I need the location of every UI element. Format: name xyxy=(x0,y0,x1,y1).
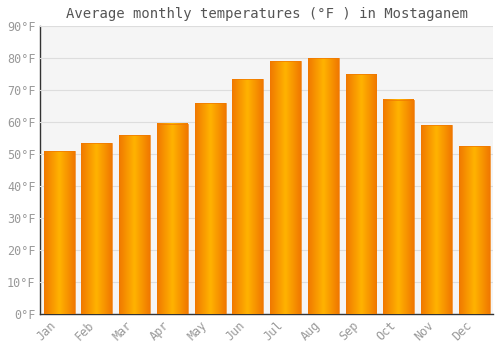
Bar xyxy=(82,143,112,314)
Bar xyxy=(384,100,414,314)
Bar xyxy=(119,135,150,314)
Bar xyxy=(346,74,376,314)
Title: Average monthly temperatures (°F ) in Mostaganem: Average monthly temperatures (°F ) in Mo… xyxy=(66,7,468,21)
Bar xyxy=(308,58,338,314)
Bar xyxy=(421,125,452,314)
Bar xyxy=(270,62,301,314)
Bar xyxy=(232,79,264,314)
Bar xyxy=(458,146,490,314)
Bar xyxy=(194,103,226,314)
Bar xyxy=(44,151,74,314)
Bar xyxy=(157,124,188,314)
